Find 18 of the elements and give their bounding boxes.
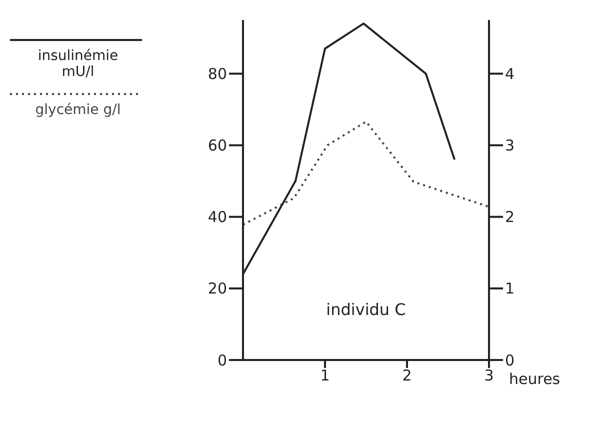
y-tick-label: 20 [208,280,227,298]
y-tick-label: 60 [208,136,227,155]
x-tick-label: 3 [484,366,494,385]
text: glycémie g/l [34,102,122,118]
y2-tick-label: 4 [505,65,515,84]
y2-tick-label: 0 [505,351,515,370]
text: insulinémie mU/l [36,48,120,80]
line-series [243,120,489,226]
y-tick-label: 0 [217,351,227,370]
y2-tick-label: 3 [505,136,515,155]
annotation: individu C [325,300,407,319]
y2-tick-label: 2 [505,208,515,226]
x-axis-title: heures [509,370,560,388]
x-tick-label: 1 [320,366,330,385]
y-tick-label: 80 [208,65,227,84]
y2-tick-label: 1 [505,280,515,298]
y-tick-label: 40 [208,208,227,226]
x-tick-label: 2 [402,366,412,385]
